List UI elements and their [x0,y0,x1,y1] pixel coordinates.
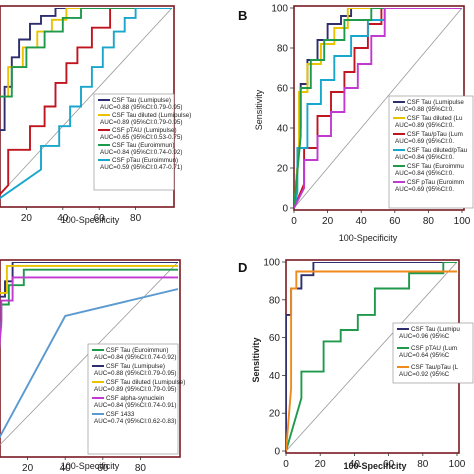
x-axis-label: 100-Specificity [61,215,120,225]
x-tick-label: 80 [417,459,429,470]
legend-auc-text: AUC=0.69 (95%CI:0. [395,186,454,193]
y-tick-label: 40 [269,371,281,382]
legend-auc-text: AUC=0.88 (95%CI:0.79-0.95) [100,104,182,111]
x-tick-label: 20 [22,463,34,474]
panel-c-roc-chart: 20 40 60 80 100-Specificity CSF Tau (Euroimmu… [0,260,185,474]
x-tick-label: 60 [389,216,401,227]
y-tick-label: 60 [269,333,281,344]
legend-auc-text: AUC=0.84 (95%CI:0. [395,154,454,161]
y-tick-label: 80 [269,295,281,306]
legend-auc-text: AUC=0.89 (95%CI:0. [395,122,454,129]
x-tick-label: 0 [283,459,289,470]
y-axis-label: Sensitivity [251,337,261,382]
y-tick-label: 20 [269,409,281,420]
x-tick-label: 80 [423,216,435,227]
legend-auc-text: AUC=0.88 (95%CI:0.79-0.95) [94,370,176,377]
y-tick-label: 0 [274,447,280,458]
x-tick-label: 20 [322,216,334,227]
panel-d-letter: D [238,260,247,275]
legend-auc-text: AUC=0.89 (95%CI:0.79-0.95) [100,119,182,126]
y-tick-label: 100 [271,4,288,15]
panel-b-letter: B [238,8,247,23]
legend-auc-text: AUC=0.88 (95%CI:0. [395,106,454,113]
legend-auc-text: AUC=0.84 (95%CI:0.74-0.91) [94,402,176,409]
y-axis-label: Sensitivity [254,89,264,130]
legend-auc-text: AUC=0.84 (95%CI:0.74-0.92) [100,149,182,156]
panel-b-roc-chart: 0 20 40 60 80 100 0 20 40 60 80 100 100-Specificity S… [254,4,473,244]
legend-auc-text: AUC=0.89 (95%CI:0.79-0.95) [94,386,176,393]
legend-auc-text: AUC=0.64 (95%C [399,352,450,359]
y-tick-label: 80 [277,44,289,55]
x-axis-label: 100-Specificity [339,233,398,243]
x-tick-label: 0 [291,216,297,227]
x-tick-label: 20 [21,213,33,224]
x-tick-label: 100 [449,459,466,470]
x-axis-label: 100-Specificity [61,461,120,471]
legend-auc-text: AUC=0.65 (95%CI:0.53-0.75) [100,134,182,141]
y-tick-label: 40 [277,124,289,135]
y-tick-label: 0 [282,204,288,215]
legend-auc-text: AUC=0.69 (95%CI:0. [395,138,454,145]
legend-auc-text: AUC=0.59 (95%CI:0.47-0.71) [100,164,182,171]
x-tick-label: 40 [356,216,368,227]
legend-auc-text: AUC=0.96 (95%C [399,333,450,340]
legend-auc-text: AUC=0.84 (95%CI:0. [395,170,454,177]
y-tick-label: 60 [277,84,289,95]
panel-a-roc-chart: 20 40 60 80 100-Specificity CSF Tau (Lumipuls… [0,6,191,225]
y-tick-label: 20 [277,164,289,175]
y-tick-label: 100 [263,258,280,269]
x-tick-label: 80 [135,463,147,474]
x-tick-label: 100 [454,216,471,227]
x-tick-label: 80 [130,213,142,224]
x-tick-label: 20 [315,459,327,470]
legend-auc-text: AUC=0.74 (95%CI:0.62-0.83) [94,418,176,425]
panel-d-roc-chart: 0 20 40 60 80 100 0 20 40 60 80 100 100-Specificity S… [251,258,473,472]
x-axis-label: 100-Specificity [343,461,406,471]
legend-auc-text: AUC=0.92 (95%C [399,371,450,378]
legend-auc-text: AUC=0.84 (95%CI:0.74-0.92) [94,354,176,361]
